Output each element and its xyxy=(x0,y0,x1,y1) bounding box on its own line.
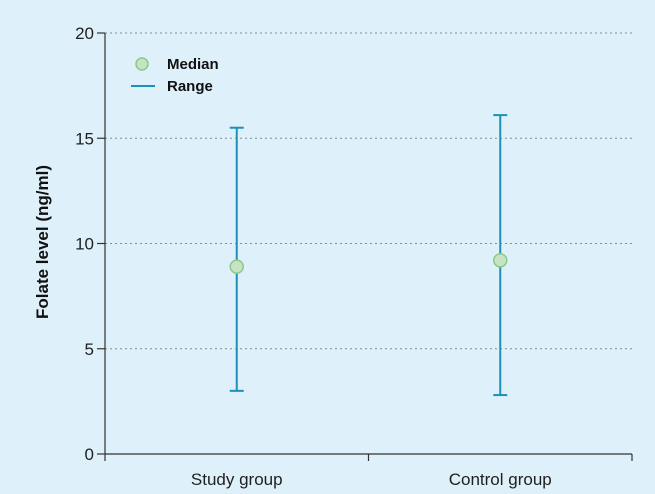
legend-median-label: Median xyxy=(167,56,219,73)
median-point-study-group xyxy=(229,259,244,274)
legend-median-marker xyxy=(135,57,149,71)
axes xyxy=(97,32,633,461)
y-axis-title: Folate level (ng/ml) xyxy=(33,165,52,319)
y-tick-label-5: 5 xyxy=(85,340,94,359)
x-tick-label-study-group: Study group xyxy=(191,470,283,489)
data-marks xyxy=(229,114,508,397)
y-tick-label-15: 15 xyxy=(75,129,94,148)
x-tick-label-control-group: Control group xyxy=(449,470,552,489)
legend: Median Range xyxy=(131,56,219,95)
y-tick-label-10: 10 xyxy=(75,235,94,254)
y-tick-label-0: 0 xyxy=(85,445,94,464)
tick-labels: 0 5 10 15 20 Study group Control group xyxy=(75,24,552,489)
median-point-control-group xyxy=(493,253,508,268)
legend-range-label: Range xyxy=(167,78,213,95)
y-tick-label-20: 20 xyxy=(75,24,94,43)
